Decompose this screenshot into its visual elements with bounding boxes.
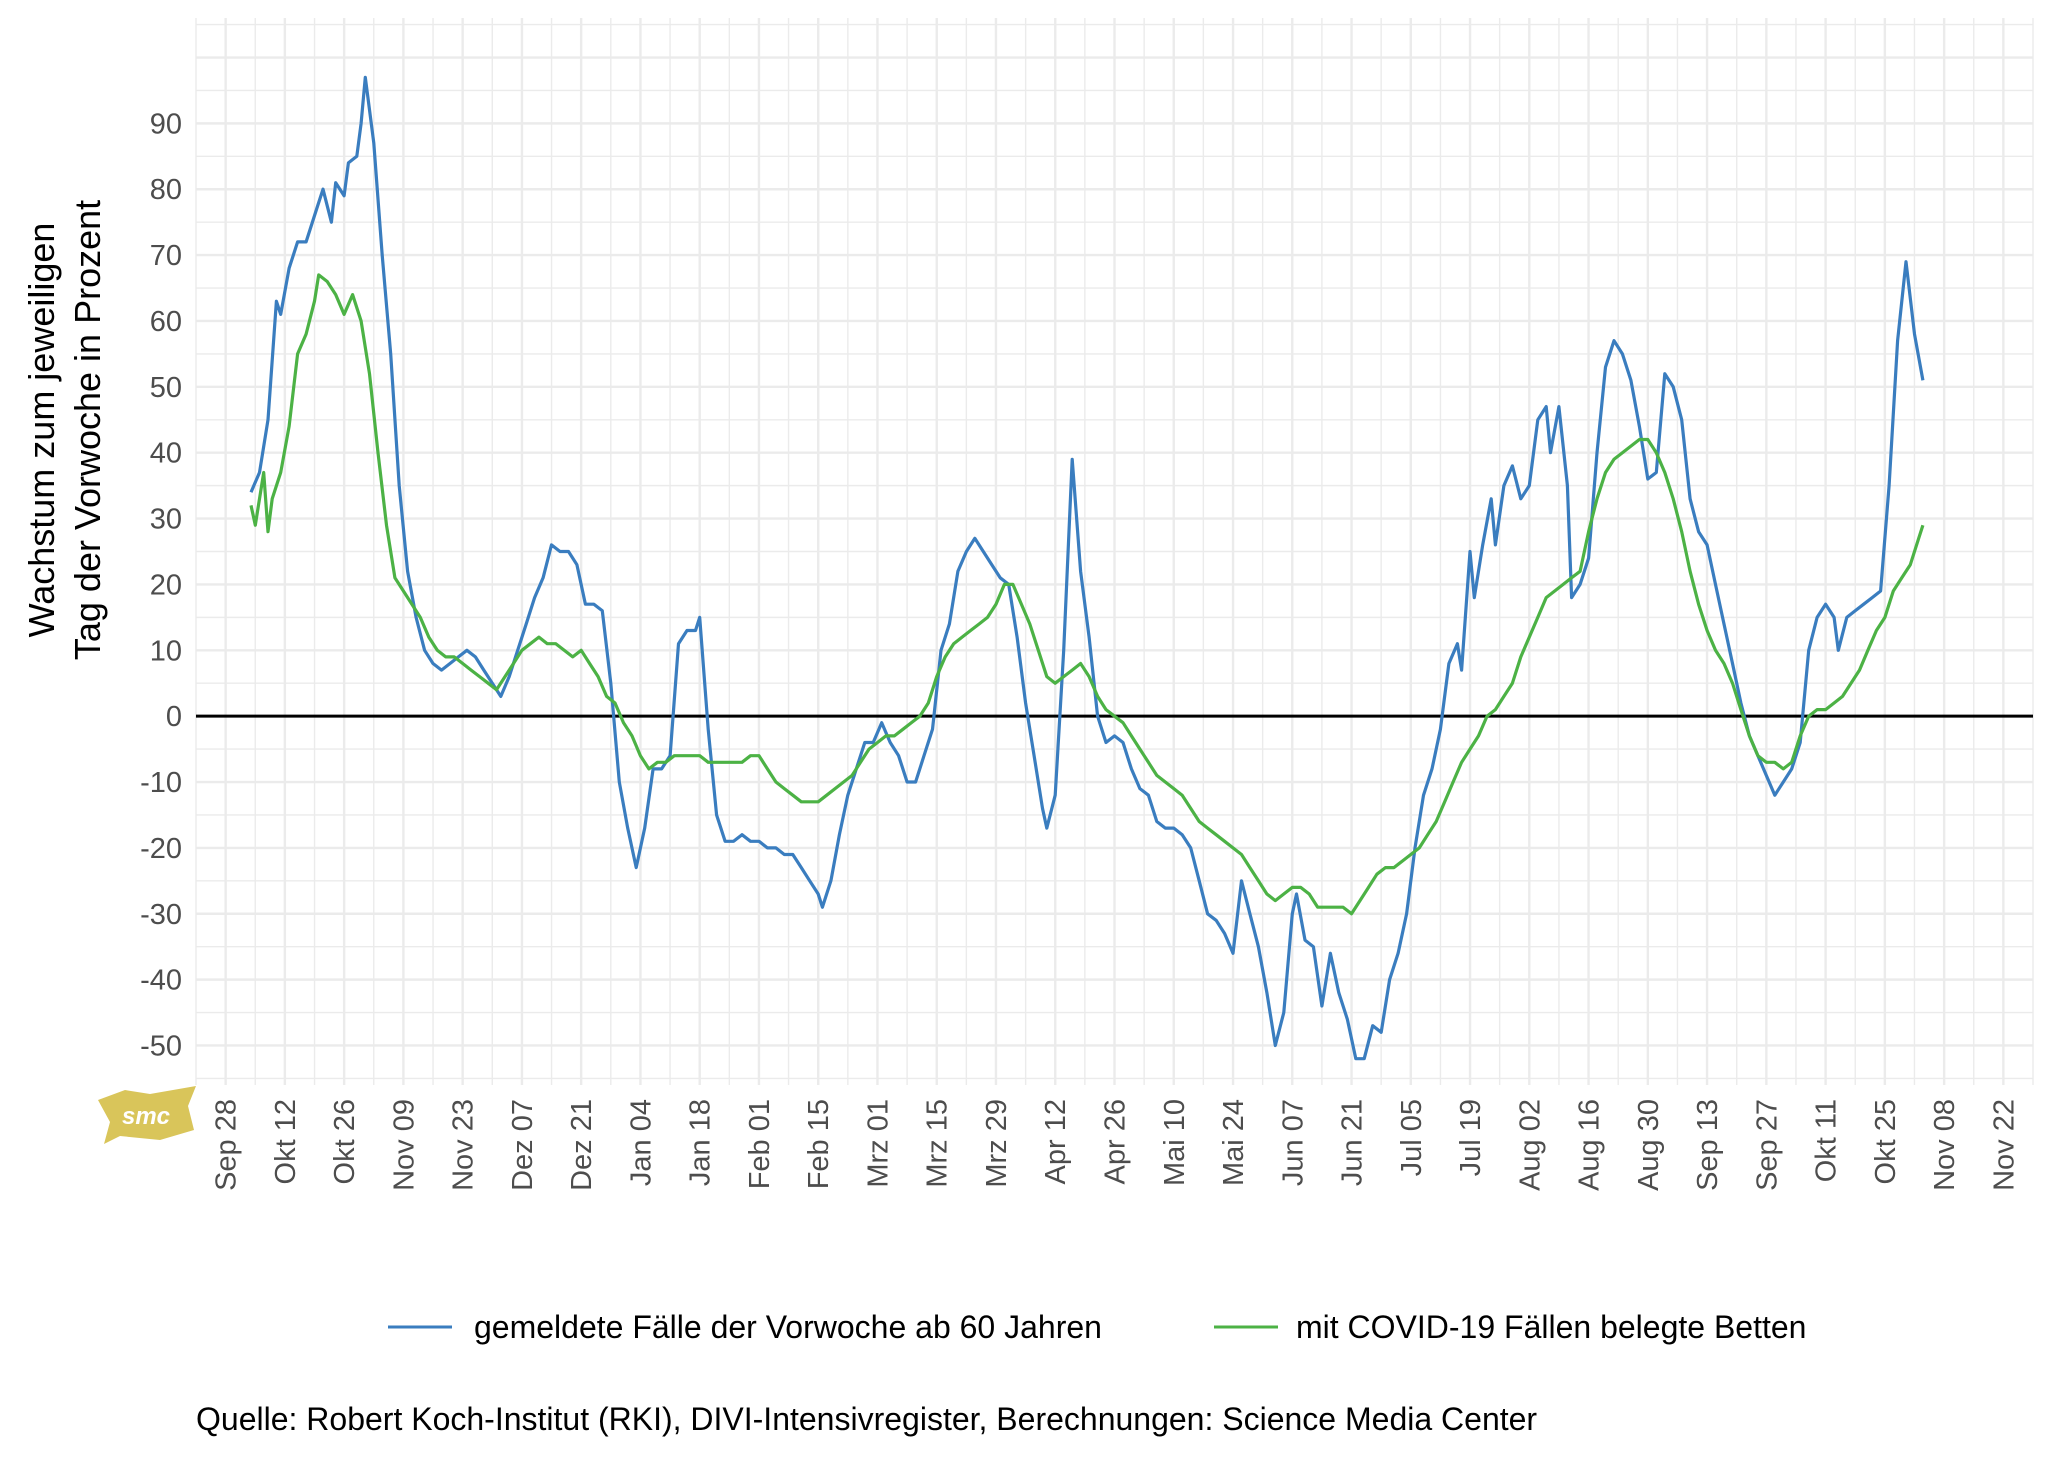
y-tick-label: -40 [140, 965, 182, 997]
x-tick-label: Dez 21 [566, 1099, 598, 1191]
x-tick-label: Okt 26 [329, 1099, 361, 1184]
x-tick-label: Nov 22 [1988, 1099, 2020, 1191]
y-tick-label: -10 [140, 767, 182, 799]
x-tick-label: Nov 08 [1929, 1099, 1961, 1191]
x-tick-label: Mai 10 [1159, 1099, 1191, 1186]
y-axis-label: Wachstum zum jeweiligen [21, 223, 62, 638]
y-tick-labels: 90 80 70 60 50 40 30 20 10 0 -10 -20 -30 -40 -50 [140, 108, 182, 1062]
series-line-cases-60plus [249, 75, 1925, 1061]
y-tick-label: 80 [150, 174, 182, 206]
source-caption: Quelle: Robert Koch-Institut (RKI), DIVI… [196, 1401, 1537, 1437]
y-tick-label: 10 [150, 635, 182, 667]
x-tick-labels: Sep 28 Okt 12 Okt 26 Nov 09 Nov 23 Dez 07 Dez … [211, 1099, 2021, 1191]
y-tick-label: -50 [140, 1030, 182, 1062]
x-tick-label: Feb 15 [803, 1099, 835, 1189]
legend: gemeldete Fälle der Vorwoche ab 60 Jahre… [388, 1309, 1806, 1345]
y-tick-label: 30 [150, 504, 182, 536]
x-tick-label: Jun 21 [1337, 1099, 1369, 1186]
y-axis-label-line-2: Tag der Vorwoche in Prozent [67, 200, 108, 660]
x-tick-label: Sep 13 [1692, 1099, 1724, 1191]
x-tick-label: Sep 28 [211, 1099, 243, 1191]
series-lines [249, 75, 1925, 1061]
x-tick-label: Mrz 01 [862, 1099, 894, 1188]
y-tick-label: 90 [150, 108, 182, 140]
x-tick-label: Sep 27 [1751, 1099, 1783, 1191]
x-tick-label: Jun 07 [1277, 1099, 1309, 1186]
x-tick-label: Mrz 29 [981, 1099, 1013, 1188]
y-tick-label: 70 [150, 240, 182, 272]
x-tick-label: Jul 05 [1396, 1099, 1428, 1176]
x-tick-label: Feb 01 [744, 1099, 776, 1189]
x-tick-label: Okt 12 [270, 1099, 302, 1184]
y-tick-label: 50 [150, 372, 182, 404]
y-tick-label: -30 [140, 899, 182, 931]
y-axis-label-line-1: Wachstum zum jeweiligen [21, 223, 62, 638]
smc-logo-icon [98, 1086, 196, 1144]
x-tick-label: Aug 16 [1574, 1099, 1606, 1191]
x-tick-label: Aug 02 [1514, 1099, 1546, 1191]
x-tick-label: Apr 12 [1040, 1099, 1072, 1184]
series-line-covid-beds [249, 273, 1925, 916]
x-tick-label: Nov 23 [448, 1099, 480, 1191]
y-tick-label: -20 [140, 833, 182, 865]
legend-label-green: mit COVID-19 Fällen belegte Betten [1296, 1309, 1806, 1345]
y-tick-label: 40 [150, 438, 182, 470]
x-tick-label: Okt 25 [1870, 1099, 1902, 1184]
y-tick-label: 20 [150, 569, 182, 601]
x-tick-label: Dez 07 [507, 1099, 539, 1191]
x-tick-label: Mai 24 [1218, 1099, 1250, 1186]
y-axis-label-2: Tag der Vorwoche in Prozent [67, 200, 108, 660]
x-tick-label: Nov 09 [388, 1099, 420, 1191]
y-tick-label: 60 [150, 306, 182, 338]
logo: smc [98, 1086, 196, 1144]
legend-label-blue: gemeldete Fälle der Vorwoche ab 60 Jahre… [474, 1309, 1102, 1345]
x-tick-label: Jan 18 [685, 1099, 717, 1186]
x-tick-label: Apr 26 [1100, 1099, 1132, 1184]
logo-text: smc [122, 1103, 170, 1130]
x-tick-label: Mrz 15 [922, 1099, 954, 1188]
x-tick-label: Aug 30 [1633, 1099, 1665, 1191]
y-tick-label: 0 [166, 701, 182, 733]
x-tick-label: Jan 04 [625, 1099, 657, 1186]
x-tick-label: Okt 11 [1811, 1099, 1843, 1182]
x-tick-label: Jul 19 [1455, 1099, 1487, 1176]
